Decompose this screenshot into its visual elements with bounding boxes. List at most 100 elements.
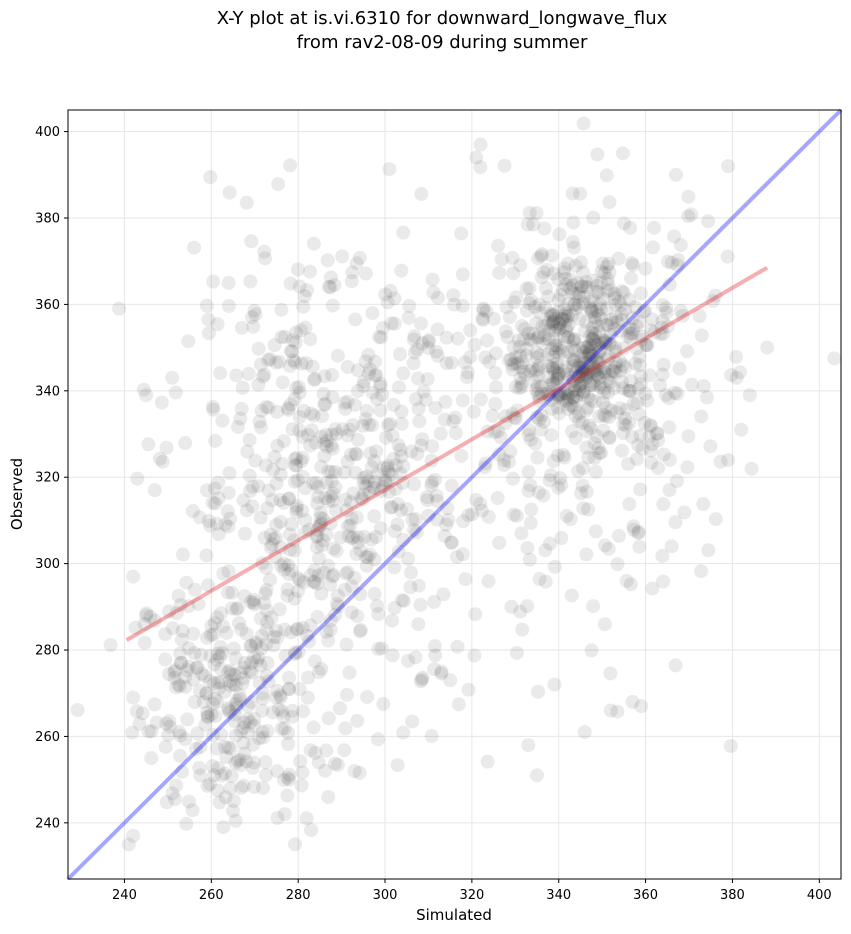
data-point [604, 403, 619, 418]
data-point [374, 330, 389, 345]
data-point [538, 281, 553, 296]
data-point [306, 574, 321, 589]
data-point [245, 310, 260, 325]
data-point [631, 381, 646, 396]
data-point [591, 441, 606, 456]
data-point [211, 675, 226, 690]
data-point [169, 680, 184, 695]
data-point [376, 321, 391, 336]
data-point [519, 281, 534, 296]
data-point [450, 639, 465, 654]
data-point [349, 256, 364, 271]
data-point [213, 606, 228, 621]
data-point [552, 406, 567, 421]
data-point [273, 492, 288, 507]
data-point [314, 661, 329, 676]
data-point [444, 355, 459, 370]
data-point [477, 460, 492, 475]
data-point [614, 298, 629, 313]
y-tick-label: 400 [35, 125, 60, 140]
data-point [588, 337, 603, 352]
data-point [303, 618, 318, 633]
data-point [530, 768, 545, 783]
data-point [350, 384, 365, 399]
data-point [259, 623, 274, 638]
data-point [203, 648, 218, 663]
data-point [565, 186, 580, 201]
data-point [655, 313, 670, 328]
data-point [282, 670, 297, 685]
data-point [429, 488, 444, 503]
data-point [552, 227, 567, 242]
data-point [288, 837, 303, 852]
data-point [280, 788, 295, 803]
data-point [622, 416, 637, 431]
data-point [585, 348, 600, 363]
data-point [198, 717, 213, 732]
data-point [424, 453, 439, 468]
data-point [561, 297, 576, 312]
data-point [305, 359, 320, 374]
data-point [606, 364, 621, 379]
data-point [567, 240, 582, 255]
data-point [225, 803, 240, 818]
data-point [316, 533, 331, 548]
data-point [574, 278, 589, 293]
data-point [287, 474, 302, 489]
data-point [590, 147, 605, 162]
data-point [237, 746, 252, 761]
data-point [474, 503, 489, 518]
data-point [253, 611, 268, 626]
data-point [304, 423, 319, 438]
data-point [373, 403, 388, 418]
data-point [253, 357, 268, 372]
data-point [579, 547, 594, 562]
data-point [350, 363, 365, 378]
data-point [298, 481, 313, 496]
data-point [619, 573, 634, 588]
data-point [424, 729, 439, 744]
data-point [411, 371, 426, 386]
data-point [587, 310, 602, 325]
data-point [403, 565, 418, 580]
data-point [413, 597, 428, 612]
data-point [513, 604, 528, 619]
data-point [603, 703, 618, 718]
data-point [513, 371, 528, 386]
data-point [369, 368, 384, 383]
x-tick-label: 260 [199, 888, 224, 903]
data-point [566, 374, 581, 389]
data-point [281, 725, 296, 740]
data-point [330, 757, 345, 772]
data-point [506, 340, 521, 355]
data-point [421, 332, 436, 347]
data-point [692, 309, 707, 324]
data-point [257, 596, 272, 611]
data-point [513, 360, 528, 375]
data-point [655, 298, 670, 313]
data-point [579, 357, 594, 372]
data-point [396, 366, 411, 381]
data-point [393, 503, 408, 518]
data-point [561, 382, 576, 397]
data-point [612, 294, 627, 309]
data-point [310, 576, 325, 591]
data-point [137, 617, 152, 632]
data-point [276, 434, 291, 449]
data-point [408, 512, 423, 527]
data-point [414, 672, 429, 687]
data-point [205, 759, 220, 774]
data-point [531, 329, 546, 344]
data-point [664, 539, 679, 554]
data-point [532, 297, 547, 312]
data-point [199, 298, 214, 313]
data-point [529, 316, 544, 331]
data-point [596, 395, 611, 410]
data-point [427, 662, 442, 677]
data-point [326, 567, 341, 582]
data-point [543, 468, 558, 483]
data-point [361, 417, 376, 432]
data-point [585, 304, 600, 319]
data-point [488, 346, 503, 361]
data-point [523, 293, 538, 308]
